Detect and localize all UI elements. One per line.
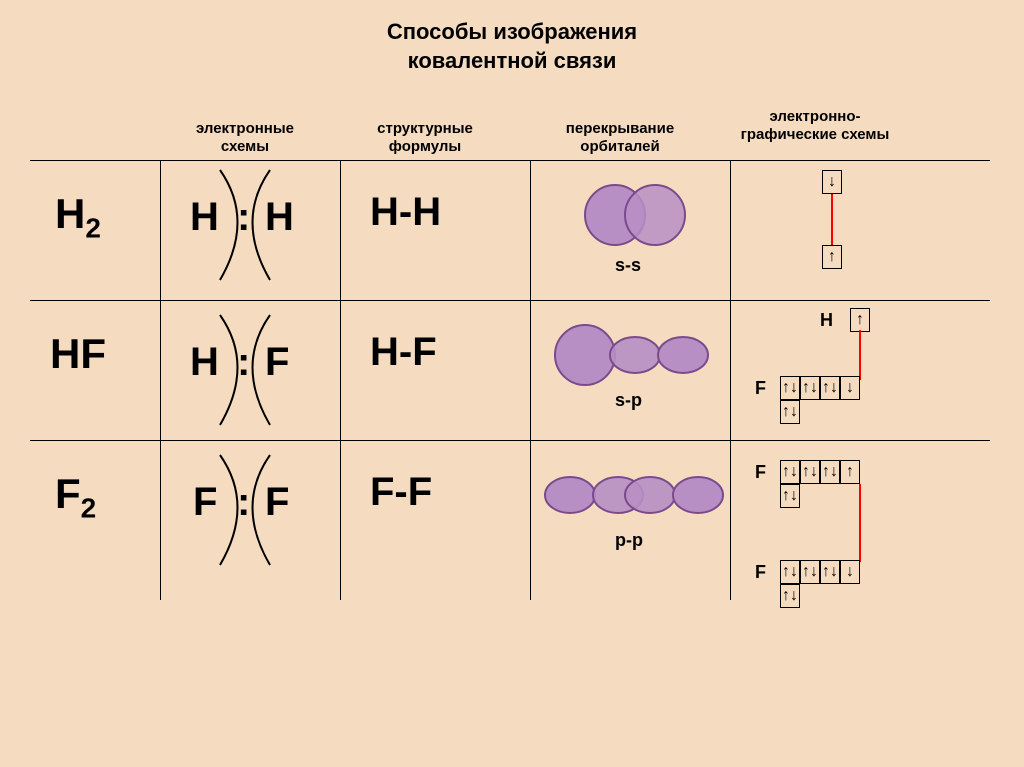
row3-eg-f2-bottom: ↑↓	[780, 584, 800, 608]
row1-eg-top: ↓	[822, 170, 842, 194]
row1-molecule: H2	[55, 190, 101, 244]
vline-1	[160, 160, 161, 600]
svg-text:H: H	[190, 195, 219, 239]
svg-text:F: F	[265, 480, 289, 524]
svg-text:F: F	[265, 340, 289, 384]
row2-bond-line	[850, 330, 870, 380]
vline-3	[530, 160, 531, 600]
svg-text::: :	[237, 340, 250, 384]
hline-1	[30, 160, 990, 161]
header-structural: структурные формулы	[345, 120, 505, 156]
row1-eg-bottom: ↑	[822, 245, 842, 269]
row3-lewis: F : F	[165, 450, 335, 580]
page-title: Способы изображения ковалентной связи	[0, 0, 1024, 75]
row3-eg-f1-top: ↑↓↑↓↑↓↑	[780, 460, 860, 484]
row2-eg-f-label: F	[755, 378, 766, 399]
vline-2	[340, 160, 341, 600]
row2-eg-h-label: H	[820, 310, 833, 331]
hline-3	[30, 440, 990, 441]
row3-eg-f2-label: F	[755, 562, 766, 583]
row2-eg-f-bottom: ↑↓	[780, 400, 800, 424]
row3-eg-f2-top: ↑↓↑↓↑↓↓	[780, 560, 860, 584]
hline-2	[30, 300, 990, 301]
header-electron-graphic: электронно-графические схемы	[730, 108, 900, 144]
row2-molecule: HF	[50, 330, 106, 378]
row3-eg-f1-label: F	[755, 462, 766, 483]
row2-orbital-type: s-p	[615, 390, 642, 411]
row1-lewis: H : H	[165, 165, 335, 295]
svg-text:H: H	[190, 340, 219, 384]
row3-eg-f1-bottom: ↑↓	[780, 484, 800, 508]
header-electronic-schemes: электронные схемы	[170, 120, 320, 156]
svg-text:F: F	[193, 480, 217, 524]
row1-structural: H-H	[370, 190, 441, 235]
row3-bond-line	[850, 484, 870, 562]
row2-eg-f-top: ↑↓↑↓↑↓↓	[780, 376, 860, 400]
row3-orbital-type: p-p	[615, 530, 643, 551]
row3-structural: F-F	[370, 470, 432, 515]
svg-text::: :	[237, 480, 250, 524]
row3-molecule: F2	[55, 470, 96, 524]
svg-text::: :	[237, 195, 250, 239]
row2-eg-h: ↑	[850, 308, 870, 332]
header-orbital-overlap: перекрывание орбиталей	[535, 120, 705, 156]
vline-4	[730, 160, 731, 600]
row1-orbital-type: s-s	[615, 255, 641, 276]
row2-structural: H-F	[370, 330, 437, 375]
row2-lewis: H : F	[165, 310, 335, 440]
svg-text:H: H	[265, 195, 294, 239]
